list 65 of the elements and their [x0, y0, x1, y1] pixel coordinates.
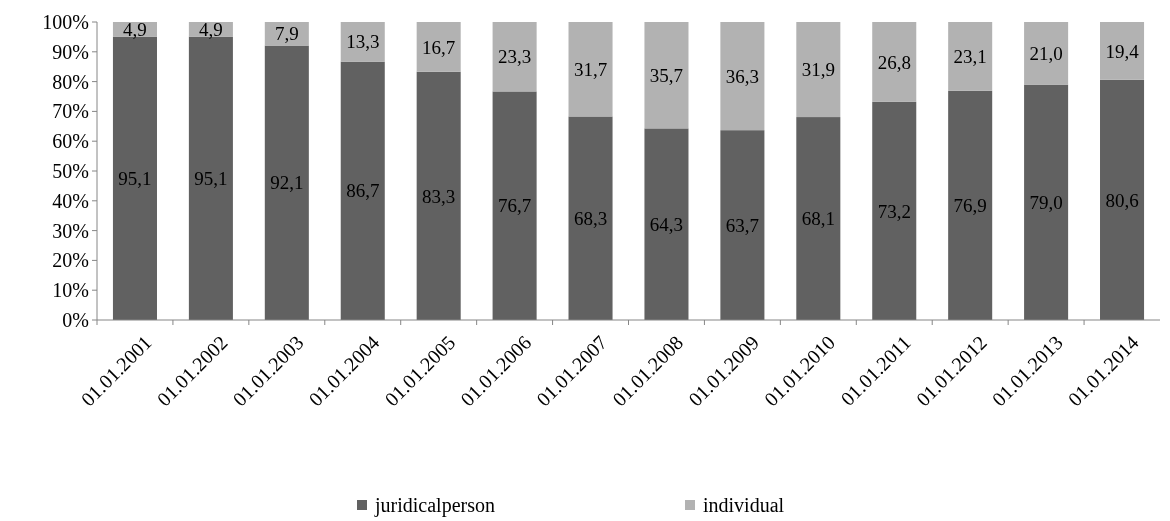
data-label: 76,7: [497, 195, 532, 217]
bar: [872, 101, 917, 320]
data-label: 4,9: [123, 18, 147, 40]
bar: [1024, 84, 1069, 320]
y-tick-label: 70%: [52, 100, 89, 123]
y-tick-label: 0%: [62, 309, 89, 331]
bar: [492, 91, 537, 320]
y-tick-label: 10%: [52, 279, 89, 302]
data-label: 95,1: [194, 167, 228, 189]
bar: [416, 22, 461, 72]
data-label: 86,7: [346, 180, 380, 202]
bar: [340, 61, 385, 320]
bar: [340, 22, 385, 62]
y-tick-label: 40%: [52, 189, 89, 212]
bar: [416, 71, 461, 320]
data-label: 95,1: [118, 167, 152, 189]
y-tick-label: 20%: [52, 249, 89, 272]
bar: [1100, 22, 1145, 80]
data-label: 68,1: [801, 208, 835, 230]
data-label: 73,2: [877, 200, 911, 222]
data-label: 23,1: [953, 46, 987, 68]
y-tick-label: 50%: [52, 160, 89, 182]
bar: [644, 128, 689, 320]
data-label: 31,7: [573, 58, 608, 80]
bar: [948, 22, 993, 91]
bar: [264, 45, 309, 320]
data-label: 80,6: [1105, 189, 1139, 211]
bar: [264, 22, 309, 46]
data-label: 92,1: [270, 172, 304, 194]
data-label: 76,9: [953, 195, 987, 217]
bar: [492, 22, 537, 92]
bar: [796, 117, 841, 320]
bar: [1100, 79, 1145, 320]
bar: [948, 90, 993, 320]
data-label: 19,4: [1105, 40, 1140, 62]
bar: [720, 22, 765, 131]
data-label: 79,0: [1029, 191, 1063, 213]
bar: [568, 22, 613, 117]
y-tick-label: 90%: [52, 40, 89, 63]
bar: [872, 22, 917, 102]
bar: [796, 22, 841, 118]
data-label: 68,3: [573, 207, 608, 229]
legend-label: juridicalperson: [374, 494, 495, 517]
y-tick-label: 60%: [52, 130, 89, 153]
data-label: 83,3: [422, 185, 456, 207]
bar: [644, 22, 689, 129]
data-label: 64,3: [649, 213, 684, 235]
bar: [1024, 22, 1069, 85]
legend-label: individual: [703, 494, 785, 516]
data-label: 16,7: [422, 36, 456, 58]
data-label: 36,3: [725, 65, 760, 87]
bar: [568, 116, 613, 320]
data-label: 13,3: [346, 31, 380, 53]
data-label: 31,9: [801, 59, 835, 81]
bar: [720, 130, 765, 320]
data-label: 63,7: [725, 214, 760, 236]
y-tick-label: 30%: [52, 219, 89, 242]
data-label: 7,9: [274, 23, 299, 45]
data-label: 23,3: [497, 46, 532, 68]
data-label: 35,7: [649, 64, 684, 86]
y-tick-label: 100%: [42, 11, 89, 33]
y-tick-label: 80%: [52, 70, 89, 93]
data-label: 26,8: [877, 51, 911, 73]
data-label: 21,0: [1029, 42, 1063, 64]
data-label: 4,9: [199, 18, 223, 40]
